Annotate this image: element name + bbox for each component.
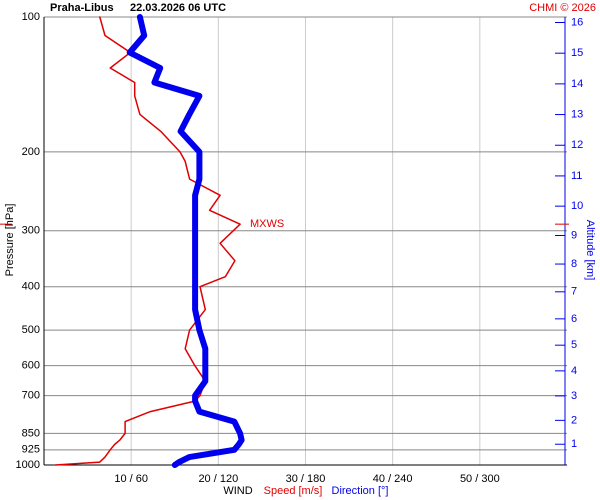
y2-tick-label: 12 xyxy=(571,139,583,151)
legend-label: Direction [°] xyxy=(332,485,389,497)
credit: CHMI © 2026 xyxy=(529,2,596,14)
y2-tick-label: 1 xyxy=(571,438,577,450)
x-tick-label: 20 / 120 xyxy=(198,473,238,485)
y2-tick-label: 9 xyxy=(571,229,577,241)
y-tick-label: 100 xyxy=(22,11,40,23)
x-tick-label: 30 / 180 xyxy=(286,473,326,485)
y-tick-label: 400 xyxy=(22,281,40,293)
y-tick-label: 600 xyxy=(22,360,40,372)
chart-title: 22.03.2026 06 UTC xyxy=(130,2,226,14)
y2-tick-label: 2 xyxy=(571,414,577,426)
y2-axis-label: Altitude [km] xyxy=(584,220,596,281)
y-tick-label: 850 xyxy=(22,427,40,439)
y2-tick-label: 5 xyxy=(571,339,577,351)
y2-tick-label: 4 xyxy=(571,365,577,377)
y-tick-label: 500 xyxy=(22,324,40,336)
y-tick-label: 200 xyxy=(22,146,40,158)
y2-tick-label: 13 xyxy=(571,108,583,120)
series-line xyxy=(126,14,245,468)
y2-tick-label: 10 xyxy=(571,200,583,212)
station: Praha-Libus xyxy=(50,2,114,14)
y2-tick-label: 6 xyxy=(571,313,577,325)
legend-label: Speed [m/s] xyxy=(264,485,323,497)
y-tick-label: 700 xyxy=(22,390,40,402)
x-axis-label: WIND xyxy=(223,485,252,497)
y2-tick-label: 3 xyxy=(571,390,577,402)
y2-tick-label: 7 xyxy=(571,286,577,298)
y-tick-label: 925 xyxy=(22,444,40,456)
x-tick-label: 10 / 60 xyxy=(114,473,148,485)
x-tick-label: 40 / 240 xyxy=(373,473,413,485)
y2-tick-label: 8 xyxy=(571,258,577,270)
series-line xyxy=(54,16,241,466)
y2-tick-label: 16 xyxy=(571,16,583,28)
y-tick-label: 300 xyxy=(22,225,40,237)
x-tick-label: 50 / 300 xyxy=(460,473,500,485)
y2-tick-label: 14 xyxy=(571,78,583,90)
annotation: MXWS xyxy=(250,218,284,230)
y-tick-label: 1000 xyxy=(16,459,40,471)
y-axis-label: Pressure [hPa] xyxy=(4,204,16,277)
y2-tick-label: 11 xyxy=(571,170,582,182)
y2-tick-label: 15 xyxy=(571,47,583,59)
